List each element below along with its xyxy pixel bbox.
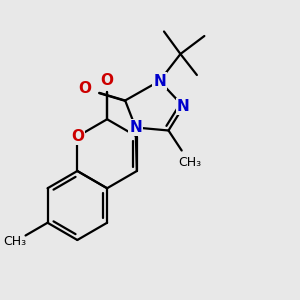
Text: O: O	[100, 73, 114, 88]
Text: N: N	[177, 99, 190, 114]
Text: O: O	[79, 81, 92, 96]
Text: CH₃: CH₃	[3, 236, 26, 248]
Text: O: O	[71, 129, 84, 144]
Text: N: N	[153, 74, 166, 88]
Text: N: N	[129, 120, 142, 135]
Text: CH₃: CH₃	[178, 156, 201, 169]
